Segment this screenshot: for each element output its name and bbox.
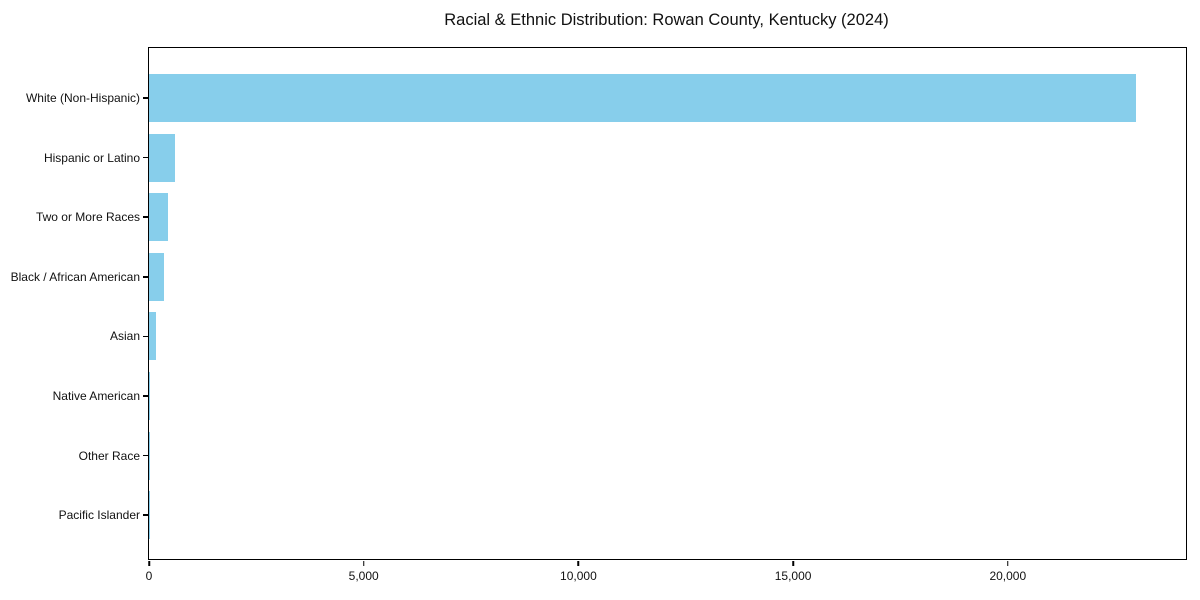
plot-area: White (Non-Hispanic) Hispanic or Latino Tw…: [11, 47, 1187, 583]
bar-native-american: [149, 372, 150, 420]
y-tick-mark: [142, 395, 148, 397]
x-tick-mark: [362, 560, 365, 566]
category-label: Asian: [109, 329, 140, 344]
x-tick-label: 15,000: [774, 569, 812, 583]
bar-asian: [149, 312, 157, 361]
y-tick-mark: [142, 335, 148, 338]
y-tick-mark: [142, 216, 148, 218]
y-tick-mark: [142, 454, 148, 457]
bar-black-african-american: [149, 252, 165, 301]
y-tick-mark: [142, 97, 148, 99]
bar-two-or-more-races: [149, 193, 169, 242]
x-tick-label: 10,000: [560, 569, 597, 583]
category-label: Two or More Races: [35, 210, 140, 225]
x-tick-label: 0: [145, 569, 153, 583]
x-tick-mark: [792, 560, 794, 566]
x-tick-label: 5,000: [348, 569, 379, 583]
category-label: Pacific Islander: [58, 508, 140, 523]
x-tick-mark: [148, 560, 150, 566]
chart-title: Racial & Ethnic Distribution: Rowan Coun…: [444, 11, 889, 29]
bar-hispanic-or-latino: [149, 133, 175, 182]
bar-other-race: [149, 431, 150, 480]
y-tick-mark: [142, 276, 148, 278]
category-label: Other Race: [78, 448, 140, 463]
y-tick-mark: [142, 514, 148, 516]
category-label: Black / African American: [10, 269, 140, 284]
x-tick-mark: [577, 560, 580, 566]
bar-white-non-hispanic: [149, 74, 1136, 122]
category-label: White (Non-Hispanic): [25, 91, 140, 105]
category-label: Hispanic or Latino: [43, 150, 140, 165]
y-tick-mark: [142, 156, 148, 159]
category-label: Native American: [52, 389, 140, 403]
x-tick-label: 20,000: [989, 569, 1027, 583]
x-tick-mark: [1007, 560, 1009, 566]
